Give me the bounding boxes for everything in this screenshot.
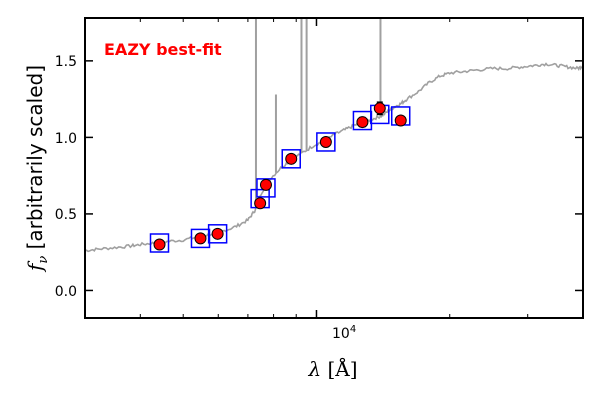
observed-point-4	[259, 178, 272, 191]
model-point-1	[190, 228, 211, 249]
model-spectrum-layer	[84, 18, 584, 253]
plot-frame	[84, 17, 584, 319]
y-tick-label-0: 0.0	[55, 284, 77, 300]
y-tick-labels: 0.0 0.5 1.0 1.5	[55, 54, 77, 300]
model-point-5	[281, 149, 301, 169]
annotation-label: EAZY best-fit	[104, 40, 222, 59]
observed-point-6	[319, 135, 332, 148]
y-axis-label: fν [arbitrarily scaled]	[23, 65, 51, 273]
model-point-2	[207, 224, 228, 244]
x-axis-label: λ [Å]	[307, 356, 357, 381]
observed-points-layer	[153, 101, 407, 251]
observed-point-5	[285, 152, 298, 165]
model-spectrum-line	[84, 62, 584, 253]
observed-point-0	[153, 238, 166, 251]
plot-area	[84, 17, 584, 319]
x-tick-label-10-4: 104	[332, 324, 356, 342]
model-point-0	[149, 233, 170, 253]
observed-point-1	[194, 232, 207, 245]
model-point-6	[316, 132, 336, 152]
observed-point-7	[356, 116, 369, 129]
plot-background	[85, 18, 583, 318]
y-tick-label-3: 1.5	[55, 54, 77, 70]
observed-point-8	[373, 102, 386, 115]
y-tick-label-1: 0.5	[55, 207, 77, 223]
observed-point-9	[394, 114, 407, 127]
observed-point-2	[211, 227, 224, 240]
ticks-layer	[85, 18, 584, 318]
observed-point-3	[254, 197, 267, 210]
y-tick-label-2: 1.0	[55, 131, 77, 147]
